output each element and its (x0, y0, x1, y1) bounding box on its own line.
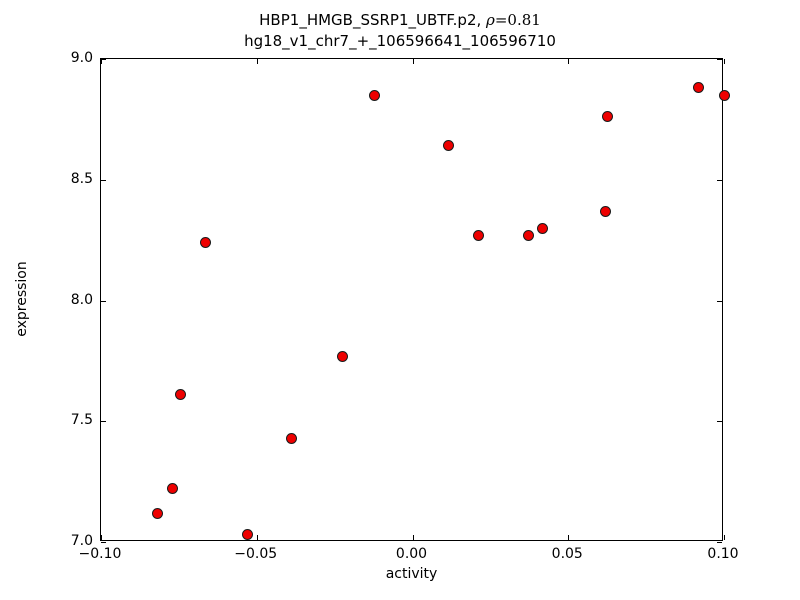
x-tick-label: −0.05 (234, 546, 278, 562)
chart-title: HBP1_HMGB_SSRP1_UBTF.p2, ρ=0.81 hg18_v1_… (0, 10, 800, 52)
x-axis-tick (256, 59, 258, 64)
y-tick-label: 9.0 (70, 50, 93, 66)
chart-title-prefix: HBP1_HMGB_SSRP1_UBTF.p2, (259, 11, 487, 29)
y-axis-tick (101, 542, 106, 543)
plot-axes-area (100, 58, 730, 543)
y-tick-label: 8.0 (70, 291, 93, 308)
scatter-point (442, 140, 454, 152)
x-tick-label: 0.05 (551, 546, 583, 562)
y-axis-tick (101, 421, 106, 423)
chart-title-line-2: hg18_v1_chr7_+_106596641_106596710 (244, 32, 556, 50)
y-axis-tick (717, 59, 722, 60)
y-axis-title: expression (14, 261, 30, 337)
y-tick-label: 7.0 (70, 533, 93, 549)
y-axis-tick (101, 179, 106, 181)
x-axis-tick (568, 535, 570, 540)
y-axis-tick (101, 300, 106, 302)
scatter-points-layer (101, 59, 730, 541)
scatter-point (242, 529, 254, 541)
y-axis-tick (717, 542, 722, 543)
scatter-point (692, 82, 704, 94)
x-axis-tick (256, 535, 258, 540)
scatter-point (151, 507, 163, 519)
scatter-point (166, 483, 178, 495)
y-axis-tick (717, 179, 722, 181)
y-axis-tick (717, 300, 722, 302)
x-axis-tick (101, 535, 102, 540)
x-tick-label: 0.00 (395, 546, 428, 562)
scatter-point (718, 89, 730, 101)
scatter-point (368, 89, 380, 101)
rho-symbol: ρ (486, 11, 495, 29)
x-axis-title: activity (385, 566, 438, 582)
x-axis-tick (724, 59, 725, 64)
scatter-point (536, 222, 548, 234)
x-axis-tick (568, 59, 570, 64)
scatter-point (602, 111, 614, 123)
x-axis-tick (412, 535, 414, 540)
y-tick-label: 7.5 (70, 412, 93, 429)
y-axis-tick (101, 59, 106, 60)
x-tick-label: 0.10 (707, 546, 739, 562)
scatter-point (473, 229, 485, 241)
scatter-point (200, 237, 212, 249)
x-tick-label: −0.10 (78, 546, 122, 562)
x-axis-tick (412, 59, 414, 64)
y-tick-label: 8.5 (70, 170, 93, 187)
y-axis-tick (717, 421, 722, 423)
scatter-point (600, 205, 612, 217)
rho-value: =0.81 (494, 11, 541, 29)
x-axis-tick (724, 535, 725, 540)
chart-title-line-1: HBP1_HMGB_SSRP1_UBTF.p2, ρ=0.81 (0, 10, 800, 31)
scatter-point (174, 389, 186, 401)
scatter-point (336, 350, 348, 362)
scatter-point (522, 229, 534, 241)
scatter-point (286, 432, 298, 444)
x-axis-tick (101, 59, 102, 64)
